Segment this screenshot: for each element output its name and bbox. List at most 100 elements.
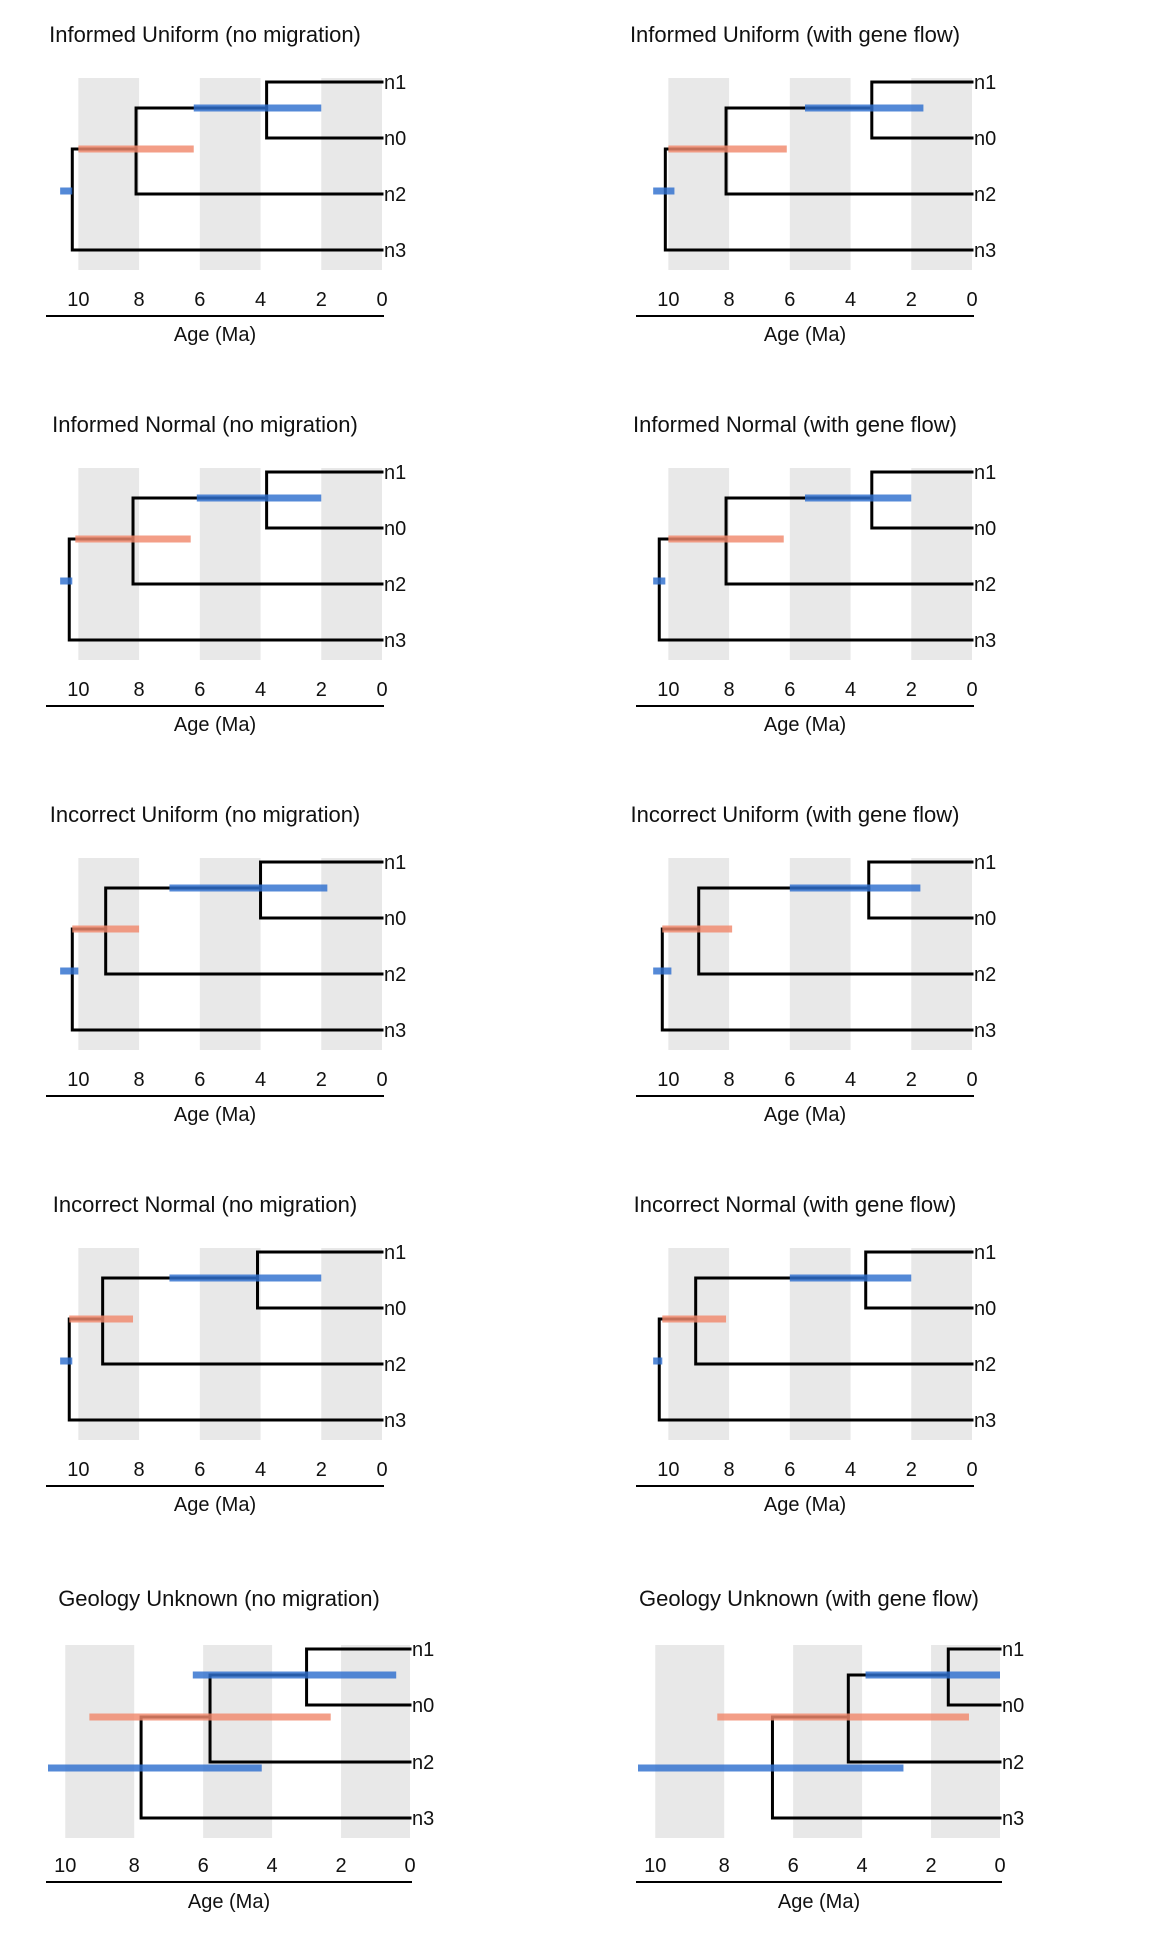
background-band [321,468,382,660]
tip-label: n3 [974,630,996,652]
chart-title: Informed Normal (no migration) [52,412,358,437]
tip-label: n0 [384,1298,406,1320]
x-tick-label: 6 [784,1069,795,1091]
x-axis-label: Age (Ma) [764,324,846,346]
tip-label: n3 [384,1410,406,1432]
x-tick-label: 2 [906,679,917,701]
tip-label: n0 [384,128,406,150]
x-tick-label: 10 [657,1459,679,1481]
background-band [793,1645,863,1838]
tip-label: n2 [974,1354,996,1376]
tip-label: n2 [974,574,996,596]
chart-title: Informed Uniform (no migration) [49,22,361,47]
x-tick-label: 0 [994,1855,1005,1877]
x-tick-label: 6 [198,1855,209,1877]
x-tick-label: 6 [784,1459,795,1481]
tip-label: n1 [974,72,996,94]
x-tick-label: 6 [784,289,795,311]
tip-label: n2 [974,964,996,986]
background-band [78,858,140,1050]
x-tick-label: 6 [194,1069,205,1091]
tip-label: n2 [974,184,996,206]
x-tick-label: 4 [267,1855,278,1877]
tip-label: n1 [384,1242,406,1264]
x-tick-label: 4 [255,1459,266,1481]
tip-label: n0 [384,518,406,540]
x-tick-label: 8 [719,1855,730,1877]
chart-title: Geology Unknown (no migration) [58,1586,380,1611]
x-tick-label: 0 [376,679,387,701]
tip-label: n2 [384,574,406,596]
chart-informed-normal-no-migration: Informed Normal (no migration) n1 n0 n2 n3 10… [46,412,406,736]
tip-label: n3 [384,630,406,652]
x-tick-label: 4 [255,679,266,701]
x-tick-label: 2 [906,289,917,311]
x-tick-label: 8 [724,1459,735,1481]
background-band [65,1645,135,1838]
x-tick-label: 4 [845,1459,856,1481]
tip-label: n1 [384,72,406,94]
chart-incorrect-uniform-no-migration: Incorrect Uniform (no migration) n1 n0 n2 n3… [46,802,406,1126]
x-tick-label: 10 [67,1459,89,1481]
x-tick-label: 4 [845,679,856,701]
x-tick-label: 0 [966,289,977,311]
x-tick-label: 4 [845,1069,856,1091]
x-tick-label: 2 [906,1459,917,1481]
x-tick-label: 4 [857,1855,868,1877]
x-tick-label: 10 [644,1855,666,1877]
background-band [668,468,730,660]
chart-informed-uniform-gene-flow: Informed Uniform (with gene flow) n1 n0 n2 n… [630,22,996,346]
tip-label: n3 [974,240,996,262]
x-axis-label: Age (Ma) [174,1104,256,1126]
chart-title: Incorrect Uniform (with gene flow) [631,802,960,827]
tip-label: n0 [1002,1695,1024,1717]
background-band [668,1248,730,1440]
background-band [321,78,382,270]
tip-label: n3 [412,1808,434,1830]
x-axis-label: Age (Ma) [764,1494,846,1516]
tip-label: n3 [384,240,406,262]
chart-title: Incorrect Normal (no migration) [53,1192,357,1217]
chart-informed-uniform-no-migration: Informed Uniform (no migration) n1 n0 n2 n3 1… [46,22,406,346]
x-tick-label: 6 [788,1855,799,1877]
x-tick-label: 10 [67,1069,89,1091]
tip-label: n1 [1002,1639,1024,1661]
chart-title: Incorrect Normal (with gene flow) [634,1192,957,1217]
tip-label: n3 [974,1020,996,1042]
chart-geology-unknown-gene-flow: Geology Unknown (with gene flow) n1 n0 n2 n3… [636,1586,1024,1913]
tip-label: n3 [384,1020,406,1042]
x-tick-label: 0 [966,1459,977,1481]
x-tick-label: 10 [657,1069,679,1091]
chart-informed-normal-gene-flow: Informed Normal (with gene flow) n1 n0 n2 n3… [633,412,996,736]
x-tick-label: 6 [194,289,205,311]
chart-incorrect-uniform-gene-flow: Incorrect Uniform (with gene flow) n1 n0 n2… [631,802,997,1126]
x-tick-label: 8 [134,1069,145,1091]
x-tick-label: 2 [316,679,327,701]
x-tick-label: 10 [657,679,679,701]
x-tick-label: 8 [724,679,735,701]
x-tick-label: 8 [724,1069,735,1091]
x-tick-label: 2 [316,1069,327,1091]
background-band [78,78,140,270]
tip-label: n0 [974,908,996,930]
tip-label: n0 [384,908,406,930]
tip-label: n2 [384,964,406,986]
chart-title: Geology Unknown (with gene flow) [639,1586,979,1611]
x-tick-label: 4 [845,289,856,311]
x-tick-label: 0 [376,289,387,311]
x-tick-label: 2 [316,289,327,311]
background-band [911,468,972,660]
x-tick-label: 2 [316,1459,327,1481]
background-band [78,468,140,660]
tip-label: n1 [974,852,996,874]
chart-incorrect-normal-gene-flow: Incorrect Normal (with gene flow) n1 n0 n2 n… [634,1192,997,1516]
x-tick-label: 8 [129,1855,140,1877]
x-axis-label: Age (Ma) [174,1494,256,1516]
x-tick-label: 4 [255,1069,266,1091]
x-tick-label: 8 [134,679,145,701]
x-tick-label: 2 [906,1069,917,1091]
x-axis-label: Age (Ma) [764,1104,846,1126]
x-tick-label: 0 [404,1855,415,1877]
tip-label: n1 [384,462,406,484]
